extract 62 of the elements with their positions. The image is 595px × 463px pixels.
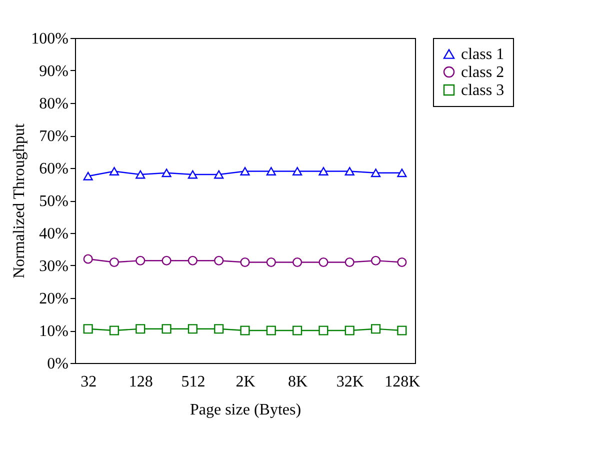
point [136,324,146,334]
y-tick-label: 100% [31,30,68,48]
point [109,257,120,268]
y-tick-label: 10% [39,323,68,340]
point [83,172,93,180]
point [292,257,302,268]
point [292,167,302,176]
y-tick-label: 40% [39,226,68,242]
x-tick-label: 32K [336,374,364,390]
x-tick-label: 32 [80,374,97,390]
point [214,324,224,334]
point [109,167,120,176]
legend-label: class 3 [461,82,504,99]
x-tick-label: 128 [128,374,153,390]
point [162,256,172,266]
x-tick-label: 512 [181,374,206,390]
point [240,326,250,336]
point [397,257,407,268]
point [214,256,224,266]
legend-label: class 2 [461,64,504,81]
y-tick-label: 70% [39,128,68,145]
point [344,257,354,268]
point [214,170,224,179]
point [188,256,198,266]
point [370,256,381,266]
point [370,168,381,178]
point [83,324,93,334]
point [266,257,276,268]
point [370,324,381,334]
y-tick-label: 20% [39,290,68,308]
y-tick-label: 60% [39,160,68,178]
point [266,167,276,176]
point [83,254,93,264]
point [397,326,407,336]
y-tick-label: 80% [39,96,68,112]
point [318,257,328,268]
y-axis-title: Normalized Throughput [11,123,28,278]
y-tick-label: 30% [39,258,68,275]
point [109,326,120,336]
point [240,257,250,268]
point [318,167,328,176]
point [397,168,407,178]
y-tick-label: 90% [39,63,68,80]
point [318,326,328,336]
point [136,256,146,266]
point [240,167,250,176]
x-tick-label: 2K [236,374,256,390]
point [344,167,354,176]
y-tick-label: 50% [39,193,68,210]
point [188,170,198,179]
point [266,326,276,336]
point [136,170,146,179]
y-tick-label: 0% [47,356,68,372]
x-tick-label: 8K [288,374,308,390]
legend-label: class 1 [461,46,504,63]
point [344,326,354,336]
point [188,324,198,334]
point [162,168,172,178]
point [162,324,172,334]
x-axis-title: Page size (Bytes) [190,402,302,418]
x-tick-label: 128K [384,374,421,390]
point [292,326,302,336]
